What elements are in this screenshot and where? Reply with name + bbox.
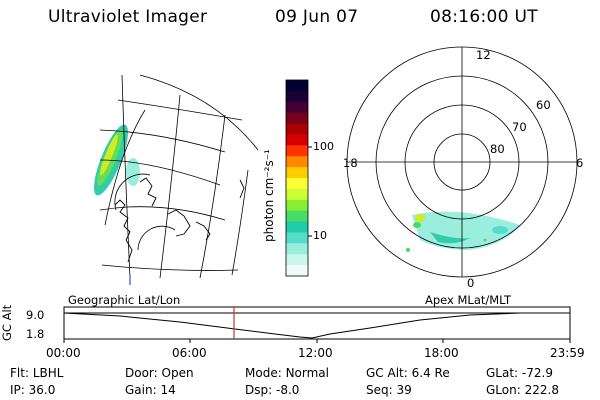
- timeline-frame: [63, 306, 571, 340]
- status-mode: Mode: Normal: [245, 366, 329, 380]
- mlt-label-12: 12: [476, 48, 491, 62]
- status-glat: GLat: -72.9: [486, 366, 553, 380]
- status-glon: GLon: 222.8: [486, 383, 559, 397]
- colorbar-frame: [285, 79, 309, 277]
- status-dsp: Dsp: -8.0: [245, 383, 300, 397]
- colorbar-swatch: [286, 243, 308, 255]
- polar-plot: [346, 46, 578, 278]
- colorbar-swatch: [286, 80, 308, 92]
- colorbar-swatch: [286, 145, 308, 157]
- status-door: Door: Open: [125, 366, 194, 380]
- colorbar-swatch: [286, 199, 308, 212]
- colorbar-swatch: [286, 188, 308, 201]
- date-label: 09 Jun 07: [275, 7, 359, 27]
- colorbar-swatch: [286, 221, 308, 234]
- altitude-curve: [63, 312, 570, 339]
- xtick-0600: 06:00: [172, 346, 207, 360]
- colorbar-swatch: [286, 232, 308, 244]
- lat-label-70: 70: [512, 120, 527, 134]
- xtick-0000: 00:00: [46, 346, 81, 360]
- colorbar-swatch: [286, 112, 308, 125]
- xtick-2359: 23:59: [550, 346, 585, 360]
- colorbar-unit-label: photon cm⁻²s⁻¹: [262, 149, 276, 242]
- colorbar-swatch: [286, 265, 308, 277]
- polar-aurora: [406, 211, 520, 252]
- xtick-1800: 18:00: [424, 346, 459, 360]
- colorbar-swatch: [286, 123, 308, 136]
- mlt-label-18: 18: [343, 156, 358, 170]
- colorbar-swatch: [286, 90, 308, 103]
- colorbar-swatch: [286, 156, 308, 168]
- status-flt: Flt: LBHL: [10, 366, 64, 380]
- colorbar-swatch: [286, 167, 308, 179]
- status-seq: Seq: 39: [366, 383, 412, 397]
- lat-label-80: 80: [490, 142, 505, 156]
- gc-alt-axis-label: GC Alt: [0, 304, 14, 341]
- timeline-plot: [63, 306, 571, 343]
- lat-label-60: 60: [536, 98, 551, 112]
- time-label: 08:16:00 UT: [430, 7, 538, 27]
- colorbar-swatch: [286, 254, 308, 266]
- colorbar-swatch: [286, 101, 308, 114]
- ytick-1-8: 1.8: [26, 327, 45, 341]
- colorbar-tick-10: 10: [313, 229, 327, 242]
- mlt-label-6: 6: [576, 156, 584, 170]
- ytick-9: 9.0: [26, 308, 45, 322]
- instrument-title: Ultraviolet Imager: [48, 7, 208, 27]
- colorbar: [285, 79, 312, 277]
- status-gcalt: GC Alt: 6.4 Re: [366, 366, 450, 380]
- apex-label: Apex MLat/MLT: [425, 293, 512, 307]
- colorbar-swatch: [286, 210, 308, 223]
- status-gain: Gain: 14: [125, 383, 176, 397]
- colorbar-tick-100: 100: [313, 140, 334, 153]
- colorbar-swatch: [286, 134, 308, 146]
- geo-latlon-label: Geographic Lat/Lon: [68, 293, 181, 307]
- colorbar-swatch: [286, 178, 308, 190]
- geographic-map: [94, 74, 259, 285]
- mlt-label-0: 0: [467, 276, 475, 290]
- status-ip: IP: 36.0: [10, 383, 56, 397]
- xtick-1200: 12:00: [298, 346, 333, 360]
